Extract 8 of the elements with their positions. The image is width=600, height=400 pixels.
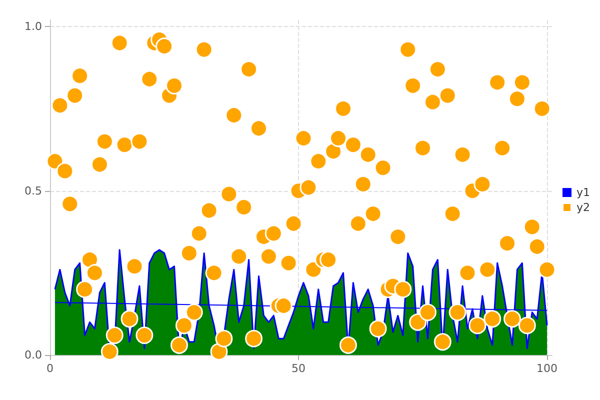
x-tick-label: 100 <box>536 362 558 375</box>
x-tick-label: 50 <box>292 362 306 375</box>
y-tick-label: 0.0 <box>24 348 42 362</box>
y-tick-label: 1.0 <box>24 20 42 34</box>
x-tick-label: 0 <box>46 362 54 375</box>
legend-label: y1 <box>576 186 590 199</box>
y-tick-label: 0.5 <box>24 184 42 198</box>
legend-label: y2 <box>576 201 590 214</box>
